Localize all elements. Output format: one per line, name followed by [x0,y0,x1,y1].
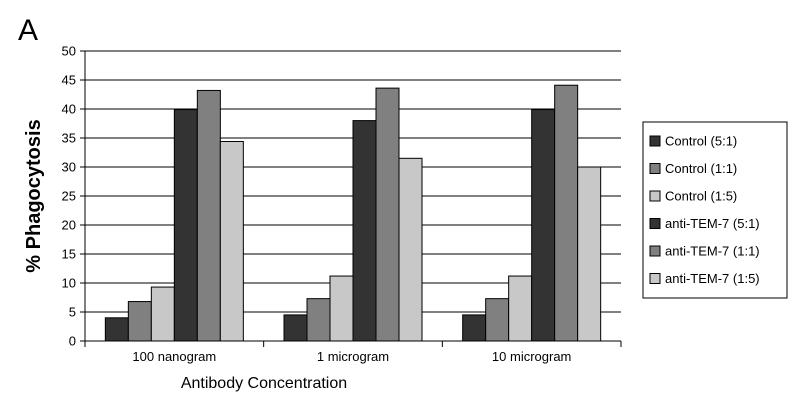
legend-swatch [649,218,661,229]
bar [127,301,152,342]
bar [173,109,198,342]
legend-label: Control (1:1) [665,161,737,176]
bar [531,109,556,342]
legend-swatch [649,163,661,174]
category-label: 10 microgram [492,349,571,364]
x-axis: 100 nanogram 1 microgram 10 microgram [84,51,622,364]
bar [577,166,602,342]
y-tick-label: 50 [62,44,76,59]
panel-label: A [18,14,38,47]
y-tick-label: 0 [69,334,76,349]
category-label: 100 nanogram [132,349,216,364]
bar [375,87,400,342]
bar [219,140,244,342]
y-tick-label: 5 [69,305,76,320]
y-tick-label: 30 [62,160,76,175]
bar [329,275,354,342]
legend-swatch [649,273,661,284]
bar [554,84,579,342]
legend-label: anti-TEM-7 (1:5) [665,271,760,286]
y-tick-label: 40 [62,102,76,117]
bar [196,89,221,342]
bar [485,298,510,342]
y-tick-label: 35 [62,131,76,146]
bar [352,120,377,342]
y-tick-label: 25 [62,189,76,204]
legend-swatch [649,135,661,147]
category-label: 1 microgram [317,349,389,364]
bar [104,317,129,342]
legend-swatch [649,245,661,257]
y-axis-label: % Phagocytosis [23,119,45,272]
bar [283,314,308,342]
y-axis-ticks: 0 5 10 15 20 25 30 35 40 45 50 [62,44,85,349]
bar [398,157,423,342]
bar [150,286,175,342]
bar [462,314,487,342]
legend-box [642,121,788,299]
legend: Control (5:1) Control (1:1) Control (1:5) a… [642,121,788,299]
bar [508,275,533,342]
y-tick-label: 15 [62,247,76,262]
legend-swatch [649,190,661,202]
legend-label: anti-TEM-7 (5:1) [665,216,760,231]
legend-label: Control (1:5) [665,189,737,204]
bar [306,298,331,342]
legend-label: anti-TEM-7 (1:1) [665,244,760,259]
y-tick-label: 10 [62,276,76,291]
x-axis-label: Antibody Concentration [181,375,347,392]
y-tick-label: 20 [62,218,76,233]
legend-label: Control (5:1) [665,134,737,149]
bars [104,84,602,342]
y-tick-label: 45 [62,73,76,88]
